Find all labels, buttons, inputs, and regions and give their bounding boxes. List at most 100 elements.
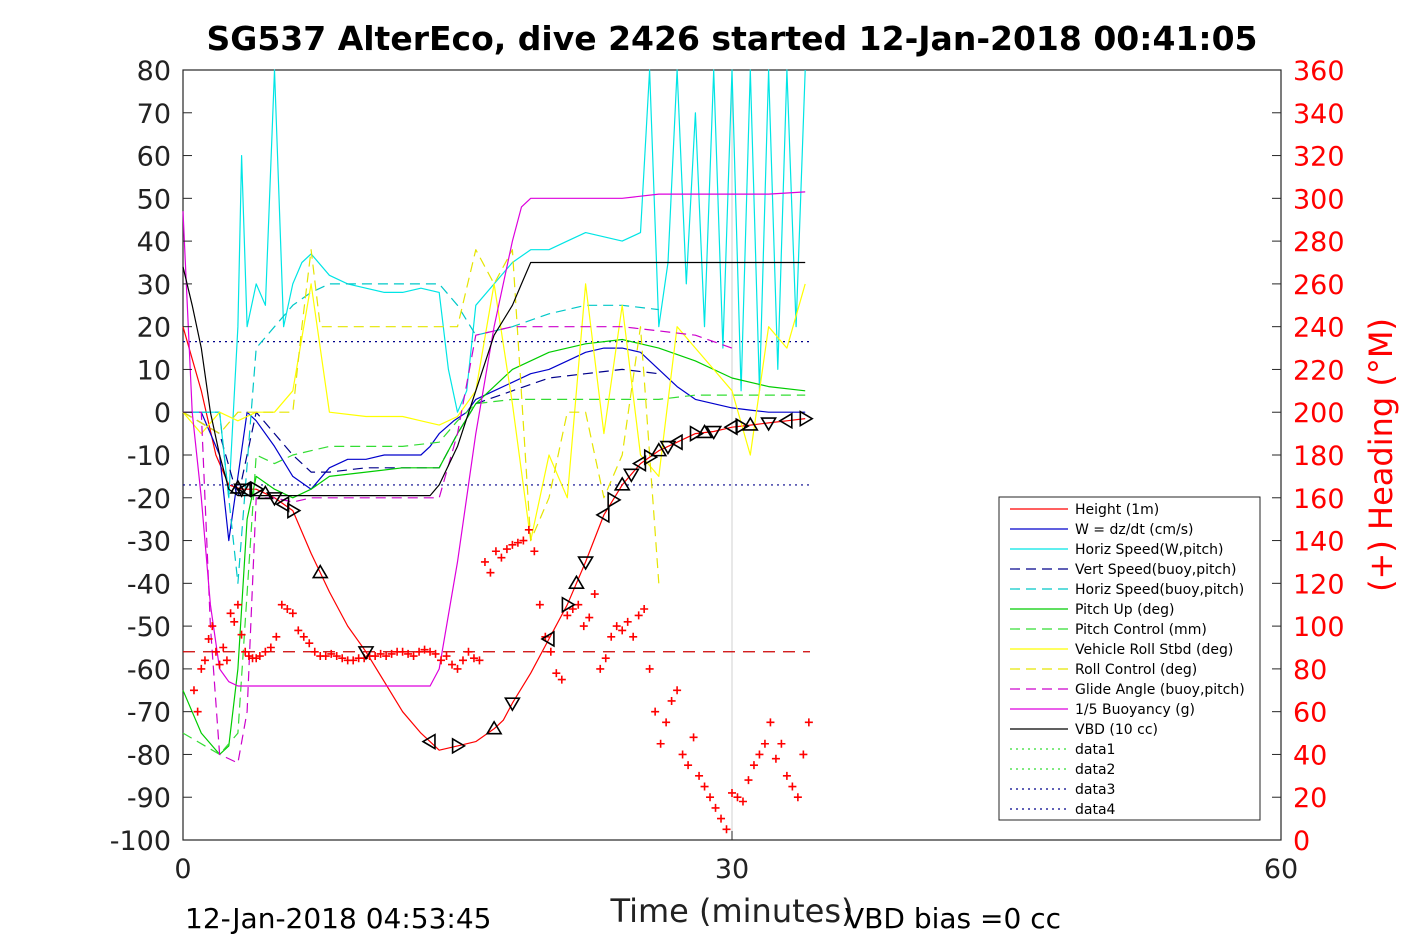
heading-point: [722, 825, 731, 834]
right-tick-label: 220: [1293, 355, 1345, 386]
right-axis-label: (+) Heading (°M): [1362, 318, 1400, 592]
heading-point: [266, 643, 275, 652]
triangle-marker: [504, 697, 521, 712]
series-line-roll_ctrl: [182, 249, 660, 584]
heading-point: [530, 547, 539, 556]
legend-label: Glide Angle (buoy,pitch): [1075, 682, 1245, 698]
heading-point: [563, 611, 572, 620]
triangle-marker: [778, 412, 793, 430]
heading-point: [437, 656, 446, 665]
legend-label: Horiz Speed(buoy,pitch): [1075, 582, 1244, 598]
right-tick-label: 120: [1293, 569, 1345, 600]
triangle-marker: [668, 433, 683, 451]
heading-point: [618, 626, 627, 635]
heading-point: [634, 611, 643, 620]
heading-point: [426, 647, 435, 656]
triangle-marker: [643, 448, 659, 466]
triangle-marker: [659, 440, 677, 456]
triangle-marker: [540, 630, 555, 648]
triangle-marker: [613, 476, 631, 491]
heading-point: [513, 538, 522, 547]
heading-point: [771, 754, 780, 763]
right-tick-label: 40: [1293, 740, 1327, 771]
heading-point: [651, 707, 660, 716]
heading-point: [519, 536, 528, 545]
triangle-marker: [357, 646, 375, 661]
triangle-marker: [485, 720, 503, 735]
heading-point: [689, 733, 698, 742]
heading-point: [662, 718, 671, 727]
left-tick-label: 70: [137, 99, 171, 130]
heading-point: [623, 617, 632, 626]
legend: Height (1m) W = dz/dt (cm/s) Horiz Speed(W…: [998, 496, 1261, 821]
left-tick-label: 80: [137, 56, 171, 87]
right-tick-label: 320: [1293, 142, 1345, 173]
chart-title: SG537 AlterEco, dive 2426 started 12-Jan…: [206, 19, 1257, 58]
heading-point: [535, 600, 544, 609]
left-tick-label: 50: [137, 184, 171, 215]
heading-point: [728, 788, 736, 797]
heading-point: [546, 647, 555, 656]
heading-point: [706, 793, 715, 802]
x-tick-label: 0: [174, 854, 191, 885]
heading-point: [607, 632, 616, 641]
heading-point: [219, 643, 228, 652]
left-tick-label: 0: [154, 398, 171, 429]
left-tick-label: -20: [127, 484, 171, 515]
series-line-glide: [183, 326, 733, 764]
heading-point: [744, 776, 753, 785]
heading-point: [448, 660, 457, 669]
triangle-marker: [236, 480, 251, 498]
left-tick-label: -60: [127, 655, 171, 686]
series-line-vbd: [182, 261, 806, 497]
heading-point: [387, 649, 396, 658]
triangle-marker: [287, 502, 302, 520]
triangle-marker: [607, 491, 622, 509]
heading-point: [189, 686, 198, 695]
heading-point: [760, 739, 769, 748]
right-tick-label: 360: [1293, 56, 1345, 87]
left-tick-label: -30: [127, 527, 171, 558]
right-tick-label: 20: [1293, 783, 1327, 814]
right-tick-label: 100: [1293, 612, 1345, 643]
legend-label: data1: [1075, 742, 1115, 758]
legend-label: data4: [1075, 802, 1116, 818]
heading-point: [673, 686, 682, 695]
left-tick-label: -70: [127, 698, 171, 729]
heading-point: [579, 622, 588, 631]
heading-point: [237, 630, 246, 639]
heading-point: [585, 613, 594, 622]
heading-point: [612, 622, 621, 631]
heading-point: [557, 675, 566, 684]
heading-point: [738, 797, 747, 806]
heading-point: [277, 600, 286, 609]
triangle-marker: [250, 480, 265, 498]
series-line-pitch_ctrl: [182, 394, 806, 756]
legend-label: Horiz Speed(W,pitch): [1075, 542, 1223, 558]
right-tick-label: 200: [1293, 398, 1345, 429]
right-tick-label: 280: [1293, 227, 1345, 258]
right-tick-label: 80: [1293, 655, 1327, 686]
legend-box: [998, 496, 1261, 821]
heading-point: [475, 656, 484, 665]
legend-label: Pitch Control (mm): [1075, 622, 1207, 638]
x-tick-label: 30: [715, 854, 749, 885]
heading-point: [398, 647, 407, 656]
triangle-marker: [561, 596, 576, 614]
right-tick-label: 240: [1293, 313, 1345, 344]
triangle-marker: [595, 506, 610, 524]
heading-point: [299, 632, 308, 641]
heading-point: [793, 793, 802, 802]
heading-point: [552, 669, 561, 678]
heading-point: [497, 553, 506, 562]
heading-point: [230, 617, 239, 626]
heading-point: [678, 750, 687, 759]
heading-point: [321, 652, 330, 661]
left-tick-label: 10: [137, 355, 171, 386]
heading-point: [332, 652, 341, 661]
left-tick-label: 30: [137, 270, 171, 301]
series-line-pitch: [182, 338, 806, 756]
heading-point: [684, 761, 693, 770]
heading-point: [376, 649, 385, 658]
right-tick-label: 300: [1293, 184, 1345, 215]
